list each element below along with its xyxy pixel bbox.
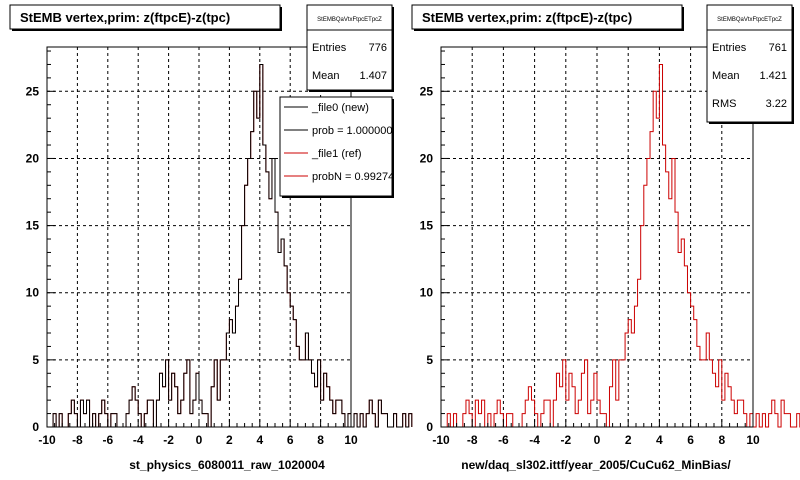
- x-axis-caption: new/daq_sl302.ittf/year_2005/CuCu62_MinB…: [461, 458, 731, 472]
- x-tick-label: 10: [746, 433, 760, 447]
- x-tick-label: 6: [287, 433, 294, 447]
- stats-value: 1.421: [759, 70, 787, 82]
- panel-title: StEMB vertex,prim: z(ftpcE)-z(tpc): [422, 10, 632, 25]
- legend-box: [279, 96, 393, 197]
- stats-label: Mean: [712, 70, 740, 82]
- legend-label: _file1 (ref): [311, 148, 362, 160]
- y-tick-label: 0: [32, 420, 39, 434]
- x-tick-label: -10: [432, 433, 450, 447]
- stats-value: 761: [769, 42, 787, 54]
- y-tick-label: 15: [420, 219, 434, 233]
- stats-label: RMS: [712, 98, 736, 110]
- legend-label: _file0 (new): [311, 102, 369, 114]
- stats-label: Entries: [712, 42, 747, 54]
- x-tick-label: 2: [625, 433, 632, 447]
- stats-value: 1.407: [359, 70, 387, 82]
- stats-value: 3.22: [766, 98, 787, 110]
- histogram-panel-left: -10 -8 -6 -4 -2 0 2 4 6 8 10 0 5 10 15 20 25 st_physics_6…: [9, 4, 413, 472]
- y-tick-label: 0: [426, 420, 433, 434]
- x-axis-caption: st_physics_6080011_raw_1020004: [129, 458, 325, 472]
- y-tick-label: 20: [26, 151, 40, 165]
- stats-box-name: StEMBQaVtxFtpcETpcZ: [317, 17, 382, 23]
- legend: _file0 (new) prob = 1.000000 _file1 (ref) p…: [284, 102, 400, 183]
- x-tick-label: 6: [687, 433, 694, 447]
- title-box: [411, 4, 683, 30]
- y-tick-label: 5: [426, 353, 433, 367]
- x-tick-label: 10: [344, 433, 358, 447]
- x-tick-label: 8: [317, 433, 324, 447]
- x-tick-label: -8: [72, 433, 83, 447]
- y-tick-label: 10: [420, 286, 434, 300]
- x-tick-label: -8: [467, 433, 478, 447]
- x-tick-label: 2: [226, 433, 233, 447]
- y-tick-label: 5: [32, 353, 39, 367]
- histogram-panel-right: -10 -8 -6 -4 -2 0 2 4 6 8 10 0 5 10 15 20 25 new/daq_sl30…: [411, 4, 800, 472]
- x-tick-label: -2: [560, 433, 571, 447]
- x-tick-label: 0: [196, 433, 203, 447]
- x-tick-label: -4: [133, 433, 144, 447]
- stats-label: Mean: [312, 70, 340, 82]
- x-tick-label: 4: [656, 433, 663, 447]
- x-tick-label: -4: [529, 433, 540, 447]
- x-tick-label: 0: [594, 433, 601, 447]
- panel-title: StEMB vertex,prim: z(ftpcE)-z(tpc): [20, 10, 230, 25]
- x-tick-label: -10: [38, 433, 56, 447]
- legend-label: probN = 0.992740: [312, 171, 400, 183]
- y-tick-label: 10: [26, 286, 40, 300]
- plot-area: [441, 47, 753, 427]
- x-tick-label: -6: [498, 433, 509, 447]
- stats-box: [306, 4, 393, 91]
- legend-label: prob = 1.000000: [312, 125, 392, 137]
- x-tick-label: 8: [718, 433, 725, 447]
- y-tick-label: 25: [26, 84, 40, 98]
- x-tick-label: -2: [163, 433, 174, 447]
- stats-label: Entries: [312, 42, 347, 54]
- x-tick-label: -6: [102, 433, 113, 447]
- stats-box-name: StEMBQaVtxFtpcETpcZ: [717, 17, 782, 23]
- y-tick-label: 15: [26, 219, 40, 233]
- x-tick-label: 4: [256, 433, 263, 447]
- y-tick-label: 20: [420, 151, 434, 165]
- stats-box: [706, 4, 793, 123]
- title-box: [9, 4, 281, 30]
- y-tick-label: 25: [420, 84, 434, 98]
- stats-value: 776: [369, 42, 387, 54]
